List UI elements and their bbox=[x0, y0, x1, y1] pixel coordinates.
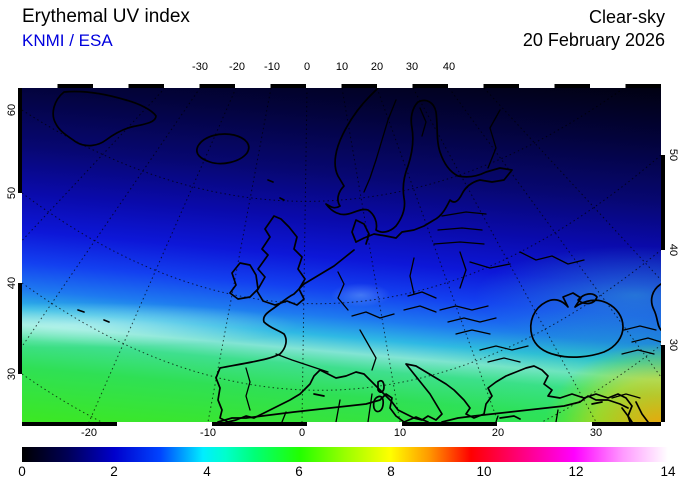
colorbar-tick: 10 bbox=[476, 464, 492, 479]
colorbar-tick: 0 bbox=[18, 464, 26, 479]
left-axis-tick: 30 bbox=[6, 367, 18, 381]
left-axis-tick: 60 bbox=[6, 103, 18, 117]
map-neatline-right bbox=[661, 88, 665, 422]
left-axis-tick: 40 bbox=[6, 276, 18, 290]
map-neatline-bottom bbox=[22, 422, 661, 426]
source-credit: KNMI / ESA bbox=[22, 31, 113, 50]
top-axis-tick: -20 bbox=[229, 61, 245, 73]
right-axis-tick: 40 bbox=[667, 243, 679, 257]
page-title: Erythemal UV index bbox=[22, 6, 190, 27]
bottom-axis-tick: 30 bbox=[589, 427, 603, 439]
colorbar-tick: 4 bbox=[203, 464, 211, 479]
condition-date-block: Clear-sky 20 February 2026 bbox=[523, 6, 665, 52]
top-axis-tick: 10 bbox=[335, 61, 349, 73]
top-axis-tick: -30 bbox=[192, 61, 208, 73]
map-neatline-top bbox=[22, 84, 661, 88]
condition-label: Clear-sky bbox=[588, 7, 665, 27]
bottom-axis-tick: 20 bbox=[491, 427, 505, 439]
top-axis-tick: -10 bbox=[264, 61, 280, 73]
colorbar-tick: 12 bbox=[568, 464, 584, 479]
colorbar-tick: 14 bbox=[660, 464, 676, 479]
bottom-axis-tick: 0 bbox=[298, 427, 306, 439]
left-axis-tick: 50 bbox=[6, 186, 18, 200]
colorbar-tick: 2 bbox=[110, 464, 118, 479]
colorbar bbox=[22, 447, 668, 462]
bottom-axis-tick: 10 bbox=[393, 427, 407, 439]
graticule-parallels bbox=[22, 88, 661, 422]
top-axis-tick: 40 bbox=[442, 61, 456, 73]
uv-field-gradient bbox=[22, 88, 661, 422]
colorbar-tick: 6 bbox=[295, 464, 303, 479]
right-axis-tick: 50 bbox=[667, 148, 679, 162]
top-axis-tick: 30 bbox=[405, 61, 419, 73]
top-axis-tick: 0 bbox=[303, 61, 311, 73]
map-overlay bbox=[22, 88, 661, 422]
map-frame bbox=[22, 88, 661, 422]
bottom-axis-tick: -10 bbox=[200, 427, 216, 439]
coastlines bbox=[52, 88, 661, 422]
right-axis-tick: 30 bbox=[667, 338, 679, 352]
graticule-meridians bbox=[22, 88, 661, 422]
top-axis-tick: 20 bbox=[370, 61, 384, 73]
colorbar-tick: 8 bbox=[387, 464, 395, 479]
bottom-axis-tick: -20 bbox=[81, 427, 97, 439]
map-neatline-left bbox=[18, 88, 22, 422]
country-borders bbox=[245, 99, 661, 422]
date-label: 20 February 2026 bbox=[522, 30, 665, 50]
